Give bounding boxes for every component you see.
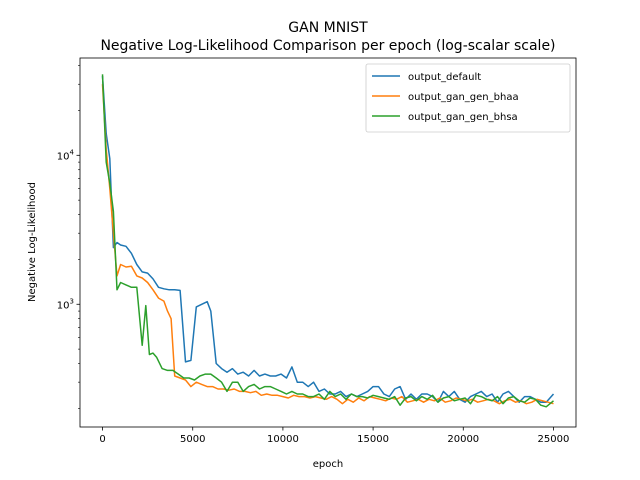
chart-title: GAN MNIST bbox=[288, 20, 368, 36]
legend: output_default output_gan_gen_bhaa output_… bbox=[365, 63, 571, 133]
x-tick-label: 0 bbox=[99, 434, 105, 445]
legend-box bbox=[365, 63, 571, 133]
y-tick-exponent: 4 bbox=[70, 148, 75, 156]
x-tick-label: 20000 bbox=[447, 434, 479, 445]
x-tick-label: 5000 bbox=[180, 434, 205, 445]
plot-frame bbox=[79, 57, 577, 428]
legend-label: output_default bbox=[408, 72, 481, 83]
series-line-1 bbox=[101, 84, 554, 405]
series-layer bbox=[101, 74, 555, 408]
y-tick-label: 104 bbox=[57, 148, 75, 162]
x-axis-label: epoch bbox=[313, 459, 343, 470]
y-tick-base: 10 bbox=[57, 300, 70, 311]
y-tick-label: 103 bbox=[57, 297, 74, 311]
plot-area bbox=[79, 57, 577, 428]
y-axis-label: Negative Log-Likelihood bbox=[27, 182, 38, 302]
legend-label: output_gan_gen_bhaa bbox=[408, 92, 519, 103]
x-tick-label: 15000 bbox=[357, 434, 389, 445]
x-tick-label: 10000 bbox=[267, 434, 299, 445]
y-tick-exponent: 3 bbox=[70, 297, 74, 305]
series-line-0 bbox=[101, 76, 555, 403]
x-axis: 0 5000 10000 15000 20000 25000 bbox=[99, 427, 569, 445]
x-tick-label: 25000 bbox=[538, 434, 570, 445]
series-line-2 bbox=[101, 74, 554, 408]
y-tick-base: 10 bbox=[57, 151, 70, 162]
chart-subtitle: Negative Log-Likelihood Comparison per e… bbox=[100, 38, 555, 54]
legend-label: output_gan_gen_bhsa bbox=[408, 112, 518, 123]
